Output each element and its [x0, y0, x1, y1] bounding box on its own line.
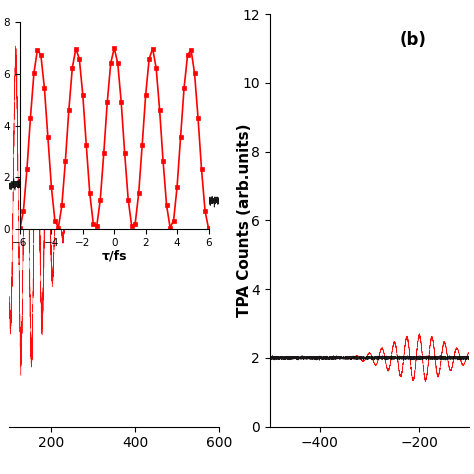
- Text: (b): (b): [400, 31, 426, 49]
- Text: TPA Counts (arb.units): TPA Counts (arb.units): [237, 124, 252, 317]
